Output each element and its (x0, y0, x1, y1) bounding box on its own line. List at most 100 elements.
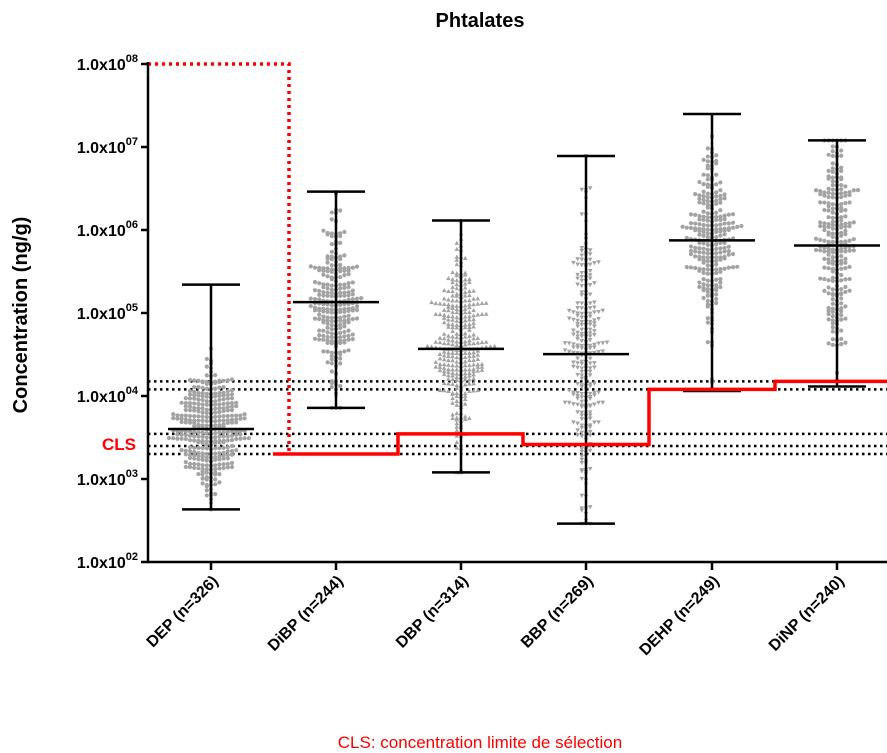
point-1-223 (329, 242, 334, 247)
point-2-303 (454, 257, 460, 262)
point-0-288 (192, 389, 197, 395)
point-0-64 (204, 455, 209, 460)
point-1-90 (342, 314, 347, 319)
point-3-151 (592, 342, 597, 347)
point-0-298 (221, 385, 226, 390)
point-2-248 (471, 302, 476, 307)
point-4-89 (714, 251, 719, 256)
point-4-172 (718, 217, 723, 223)
point-4-200 (705, 199, 710, 204)
point-1-201 (317, 265, 322, 270)
point-4-109 (714, 242, 719, 247)
point-4-147 (697, 226, 702, 231)
point-2-254 (483, 300, 489, 305)
point-4-85 (688, 252, 694, 257)
point-0-221 (213, 410, 218, 415)
point-0-198 (175, 416, 180, 421)
point-2-71 (467, 373, 472, 378)
point-0-91 (213, 446, 218, 451)
point-2-259 (450, 298, 455, 303)
point-0-147 (217, 430, 222, 435)
point-5-21 (843, 316, 848, 321)
point-1-164 (342, 285, 347, 291)
point-2-102 (467, 362, 472, 368)
point-4-129 (701, 233, 706, 238)
point-3-152 (571, 342, 576, 347)
point-5-34 (843, 304, 848, 309)
point-4-95 (726, 249, 731, 254)
point-4-47 (705, 271, 710, 276)
point-0-206 (196, 414, 201, 419)
point-0-117 (229, 437, 235, 443)
point-1-142 (329, 294, 334, 299)
point-2-171 (462, 339, 468, 344)
point-4-31 (714, 286, 719, 291)
point-4-180 (697, 213, 702, 219)
point-4-217 (701, 189, 706, 194)
point-3-94 (566, 388, 572, 393)
point-2-136 (471, 350, 476, 355)
point-1-18 (329, 357, 334, 362)
point-1-43 (317, 337, 322, 342)
point-0-109 (213, 438, 218, 444)
point-1-240 (338, 208, 343, 213)
point-1-80 (321, 317, 326, 323)
point-1-231 (329, 231, 334, 236)
point-0-126 (166, 435, 172, 441)
point-2-56 (467, 381, 472, 386)
point-2-272 (462, 289, 468, 295)
point-0-5 (213, 492, 218, 497)
point-4-156 (739, 223, 744, 229)
point-3-39 (575, 433, 580, 438)
point-5-138 (830, 226, 835, 231)
point-4-63 (684, 264, 689, 270)
point-5-190 (830, 191, 835, 196)
point-2-107 (437, 361, 443, 366)
point-1-145 (342, 293, 347, 298)
point-3-176 (587, 327, 593, 332)
point-5-54 (826, 285, 831, 290)
point-3-167 (571, 332, 576, 337)
point-2-232 (467, 309, 472, 315)
point-2-212 (446, 317, 451, 322)
point-2-23 (462, 414, 468, 419)
point-2-158 (462, 342, 468, 347)
point-2-41 (454, 390, 460, 396)
y-tick-exp-4: 06 (126, 219, 138, 231)
point-2-290 (450, 276, 455, 282)
point-5-136 (822, 227, 827, 233)
point-0-274 (217, 393, 222, 399)
point-3-159 (579, 339, 585, 344)
point-5-164 (839, 208, 844, 213)
point-5-14 (830, 325, 835, 330)
point-0-207 (221, 414, 226, 419)
point-0-135 (225, 434, 230, 439)
point-2-74 (441, 371, 447, 376)
point-1-149 (350, 292, 355, 297)
point-5-75 (822, 265, 827, 270)
point-2-252 (479, 300, 485, 306)
point-2-29 (454, 402, 460, 407)
point-3-213 (575, 301, 580, 306)
point-5-161 (843, 214, 848, 219)
point-4-83 (693, 254, 698, 259)
point-2-92 (471, 366, 476, 371)
point-1-158 (350, 288, 355, 293)
point-2-218 (450, 314, 455, 319)
point-3-156 (562, 341, 568, 346)
point-2-159 (450, 342, 455, 347)
point-2-34 (462, 396, 468, 401)
point-0-230 (183, 407, 188, 413)
point-5-83 (830, 258, 835, 264)
point-3-82 (579, 395, 585, 400)
point-3-195 (575, 313, 580, 318)
point-0-27 (213, 470, 218, 475)
point-4-134 (705, 231, 710, 236)
point-4-70 (705, 259, 710, 264)
point-3-150 (575, 343, 580, 348)
point-1-180 (329, 275, 334, 280)
y-tick-label-1: 1.0x1003 (77, 468, 138, 489)
point-1-38 (338, 338, 343, 343)
point-2-99 (454, 363, 460, 368)
